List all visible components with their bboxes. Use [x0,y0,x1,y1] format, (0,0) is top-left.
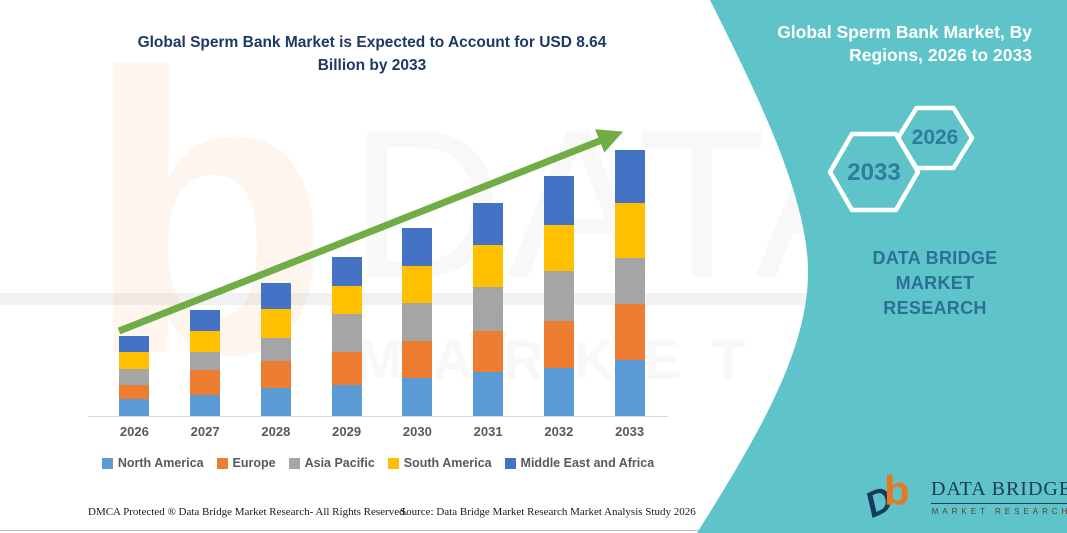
legend-item: North America [101,456,204,470]
hexagon-label-2026: 2026 [911,126,959,149]
bar-segment [190,369,221,396]
side-panel-heading-line2: Regions, 2026 to 2033 [849,45,1032,65]
bar-segment [473,330,504,372]
legend-swatch [504,457,516,469]
legend-item: Asia Pacific [288,456,375,470]
side-panel-heading-line1: Global Sperm Bank Market, By [777,22,1032,42]
x-tick-label: 2027 [190,424,220,439]
legend-label: South America [403,456,492,470]
x-tick-label: 2030 [402,424,432,439]
bar-segment [119,384,150,400]
bar-segment [614,359,645,416]
x-tick-label: 2029 [332,424,362,439]
brand-line1: DATA BRIDGE MARKET [872,248,998,293]
legend-item: South America [387,456,492,470]
bar-segment [119,399,150,416]
chart-legend: North America Europe Asia Pacific South Ame… [88,456,668,470]
chart-title: Global Sperm Bank Market is Expected to … [92,31,652,77]
bar-segment [119,336,150,352]
chart-title-line2: Billion by 2033 [317,57,427,74]
hexagon-2026 [895,105,975,171]
logo-b-glyph-icon: b [884,467,910,514]
bar-segment [614,257,645,304]
legend-swatch [288,457,300,469]
bottom-border-line [0,530,1067,531]
bar-segment [260,360,291,388]
bar-segment [614,202,645,258]
dmca-notice: DMCA Protected ® Data Bridge Market Rese… [88,506,408,518]
bar-segment [614,150,645,203]
side-panel-brand-text: DATA BRIDGE MARKET RESEARCH [835,246,1035,321]
bar-segment [543,367,574,416]
x-tick-label: 2031 [473,424,503,439]
legend-label: Asia Pacific [304,456,375,470]
brand-line2: RESEARCH [883,298,987,318]
logo-name: DATA BRIDGE [931,478,1067,504]
bar-segment [260,387,291,416]
hexagon-label-2033: 2033 [847,159,901,186]
bar-segment [331,351,362,385]
legend-item: Middle East and Africa [504,456,655,470]
hexagon-2033 [827,131,921,213]
bar-segment [331,384,362,416]
databridge-logo: D b DATA BRIDGE MARKET RESEARCH [859,470,1067,526]
bar-segment [260,337,291,361]
x-axis-labels: 2026 2027 2028 2029 2030 2031 2032 2033 [99,424,665,440]
x-axis-line [88,416,668,417]
stacked-bar-2026 [119,336,150,416]
bar-segment [190,395,221,416]
databridge-logo-text: DATA BRIDGE MARKET RESEARCH [931,474,1067,516]
bar-segment [402,377,433,416]
bar-segment [190,351,221,370]
legend-item: Europe [216,456,276,470]
legend-swatch [216,457,228,469]
x-tick-label: 2032 [544,424,574,439]
x-tick-label: 2028 [261,424,291,439]
chart-title-line1: Global Sperm Bank Market is Expected to … [137,34,607,51]
bar-segment [119,368,150,385]
side-panel-heading: Global Sperm Bank Market, By Regions, 20… [760,21,1032,67]
bar-segment [473,371,504,416]
legend-swatch [101,457,113,469]
legend-label: North America [117,456,204,470]
legend-label: Middle East and Africa [520,456,655,470]
x-tick-label: 2033 [615,424,645,439]
x-tick-label: 2026 [119,424,149,439]
logo-subtitle: MARKET RESEARCH [931,507,1067,516]
source-note: Source: Data Bridge Market Research Mark… [400,506,696,518]
bar-segment [614,303,645,360]
stacked-bar-2033 [614,150,645,416]
legend-label: Europe [232,456,276,470]
bar-segment [190,330,221,352]
legend-swatch [387,457,399,469]
bar-segment [402,340,433,378]
databridge-logo-mark-icon: D b [859,470,924,526]
bar-segment [119,352,150,369]
